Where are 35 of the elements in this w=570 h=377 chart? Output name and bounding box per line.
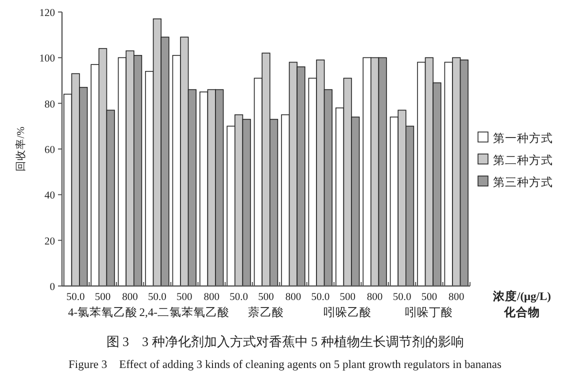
x-tick-label: 800 (285, 292, 302, 303)
y-tick-label: 100 (39, 54, 55, 65)
legend-label: 第三种方式 (493, 175, 553, 189)
y-tick-label: 20 (44, 236, 55, 248)
y-tick-label: 120 (39, 8, 55, 19)
x-tick-label: 800 (366, 292, 383, 303)
x-tick-label: 500 (94, 292, 111, 303)
x-tick-label: 800 (204, 292, 220, 303)
text: 2,4-二氯苯氧乙酸 (139, 306, 230, 319)
x-tick-label: 500 (421, 292, 438, 303)
legend-label: 第一种方式 (493, 131, 553, 145)
text: 吲哚乙酸 (324, 306, 372, 319)
y-tick-label: 60 (44, 145, 55, 156)
x-tick-label: 50.0 (311, 292, 330, 303)
x-tick-label: 500 (176, 292, 192, 303)
x-tick-label: 500 (258, 292, 274, 303)
x-axis-title: 浓度/(μg/L) (492, 289, 552, 303)
x-tick-label: 800 (122, 292, 138, 303)
y-tick-label: 40 (44, 190, 55, 202)
text: 吲哚丁酸 (405, 306, 454, 319)
text: Figure 3 Effect of adding 3 kinds of cleaning agents on 5 plant growth regulators in bananas (68, 359, 502, 371)
text: 图 3 3 种净化剂加入方式对香蕉中 5 种植物生长调节剂的影响 (106, 334, 464, 349)
y-tick-label: 80 (44, 99, 55, 110)
y-tick-label: 0 (50, 282, 55, 293)
x-tick-label: 50.0 (392, 292, 412, 303)
x-tick-label: 50.0 (230, 292, 248, 303)
x-tick-label: 800 (448, 292, 464, 303)
legend-label: 第二种方式 (493, 153, 553, 167)
x-tick-label: 50.0 (148, 292, 166, 303)
text: 化合物 (503, 305, 540, 319)
x-tick-label: 50.0 (66, 292, 85, 303)
x-tick-label: 500 (340, 292, 356, 303)
text: 4-氯苯氧乙酸 (68, 306, 138, 319)
text: 萘乙酸 (248, 306, 284, 319)
y-axis-title: 回收率/% (14, 126, 27, 172)
